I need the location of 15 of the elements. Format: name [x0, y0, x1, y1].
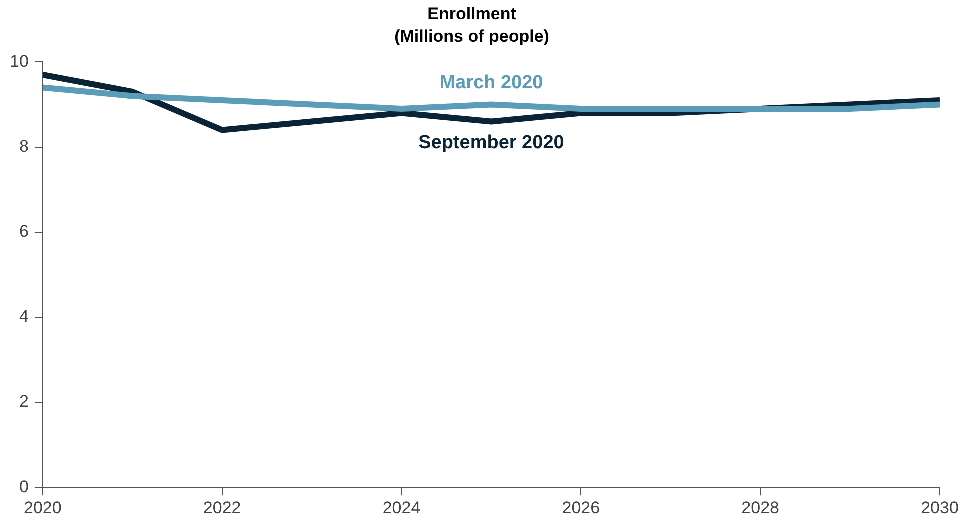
y-tick-label: 8 [19, 136, 29, 156]
series-label: March 2020 [440, 72, 544, 94]
x-tick-label: 2030 [921, 498, 959, 518]
y-tick-label: 10 [10, 52, 29, 71]
y-tick-label: 4 [19, 307, 29, 326]
y-tick-label: 2 [19, 392, 29, 412]
y-tick-label: 0 [19, 477, 29, 496]
y-tick-label: 6 [19, 222, 29, 242]
x-tick-label: 2026 [562, 498, 600, 518]
x-tick-label: 2028 [742, 498, 780, 518]
x-tick-label: 2022 [203, 498, 242, 518]
x-tick-label: 2024 [382, 498, 421, 518]
series-label: September 2020 [418, 132, 564, 154]
x-tick-label: 2020 [24, 498, 62, 518]
chart-title: Enrollment (Millions of people) [394, 4, 550, 46]
